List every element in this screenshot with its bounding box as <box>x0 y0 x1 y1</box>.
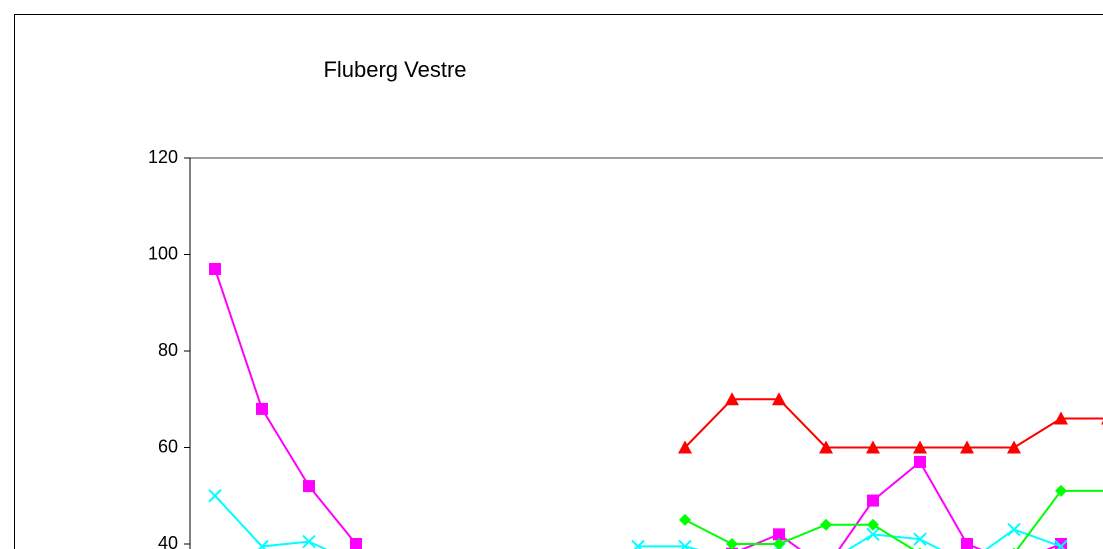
chart-border <box>14 14 1103 549</box>
marker <box>678 539 692 549</box>
marker <box>631 539 645 549</box>
y-tick-label: 100 <box>148 243 178 263</box>
marker <box>1055 484 1067 497</box>
marker <box>961 538 973 549</box>
marker <box>913 532 927 546</box>
marker <box>773 528 785 541</box>
marker <box>255 539 269 549</box>
series-line <box>684 489 1103 549</box>
marker <box>1054 539 1068 549</box>
marker <box>913 440 927 454</box>
marker <box>679 513 691 526</box>
series-line <box>684 398 1103 449</box>
marker <box>820 518 832 531</box>
marker <box>256 402 268 415</box>
marker <box>303 480 315 493</box>
marker <box>1007 522 1021 537</box>
marker <box>208 489 222 503</box>
y-tick-label: 120 <box>148 147 178 167</box>
marker <box>726 538 738 549</box>
marker <box>209 262 221 275</box>
marker <box>772 392 786 406</box>
marker <box>866 527 880 542</box>
series-line <box>214 268 1062 549</box>
y-tick-label: 80 <box>158 340 178 360</box>
marker <box>1055 538 1067 549</box>
marker <box>1054 411 1068 425</box>
marker <box>914 455 926 468</box>
marker <box>302 534 316 549</box>
marker <box>1007 440 1021 454</box>
marker <box>867 518 879 531</box>
y-tick-label: 40 <box>158 533 178 549</box>
marker <box>866 440 880 454</box>
chart-title: Fluberg Vestre <box>323 57 466 82</box>
marker <box>960 440 974 454</box>
marker <box>819 440 833 454</box>
marker <box>725 392 739 406</box>
series-line <box>214 495 1062 549</box>
marker <box>867 494 879 507</box>
marker <box>773 538 785 549</box>
y-tick-label: 60 <box>158 436 178 456</box>
marker <box>678 440 692 454</box>
marker <box>350 538 362 549</box>
